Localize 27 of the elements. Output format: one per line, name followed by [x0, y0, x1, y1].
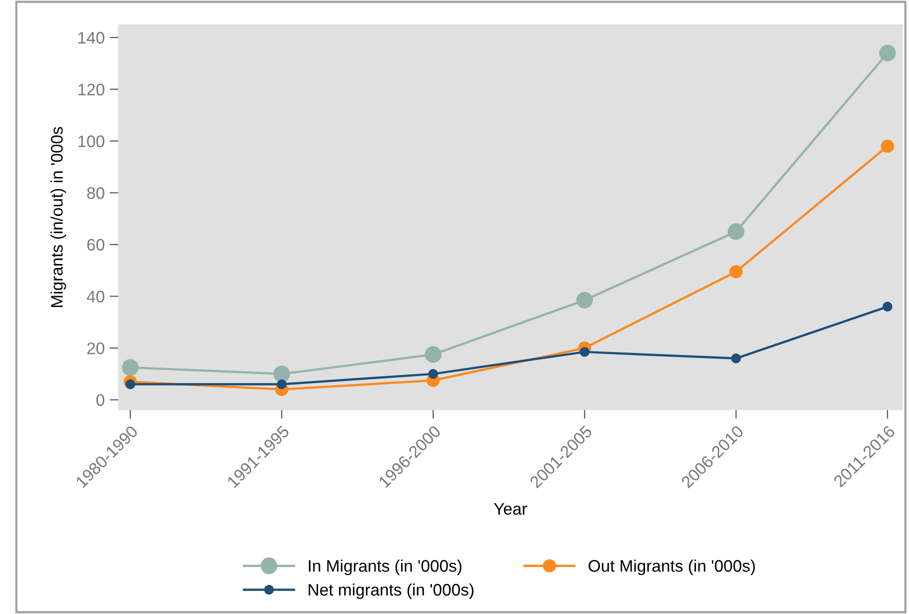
legend-label: In Migrants (in '000s)	[308, 560, 462, 576]
y-axis-title: Migrants (in/out) in '000s	[50, 126, 66, 307]
point	[580, 347, 590, 357]
point	[731, 354, 741, 364]
y-tick-label: 140	[78, 32, 104, 44]
y-tick-label: 120	[78, 84, 104, 96]
legend-label: Net migrants (in '000s)	[308, 583, 474, 599]
legend-label: Out Migrants (in '000s)	[588, 560, 755, 576]
y-tick-label: 40	[86, 290, 104, 302]
y-tick-label: 100	[78, 135, 104, 148]
point	[122, 359, 139, 376]
point	[729, 265, 743, 278]
y-tick-label: 60	[87, 238, 104, 251]
point	[576, 292, 593, 308]
point	[428, 369, 438, 379]
y-tick-label: 80	[87, 187, 104, 199]
point	[276, 379, 287, 390]
point	[880, 140, 894, 153]
x-axis-title: Year	[494, 503, 527, 515]
point	[273, 366, 290, 382]
point	[728, 223, 744, 240]
point	[424, 346, 442, 363]
point	[879, 44, 896, 62]
point	[882, 302, 892, 312]
y-tick-label: 20	[87, 342, 104, 354]
y-tick-label: 0	[96, 394, 104, 406]
point	[125, 379, 136, 390]
